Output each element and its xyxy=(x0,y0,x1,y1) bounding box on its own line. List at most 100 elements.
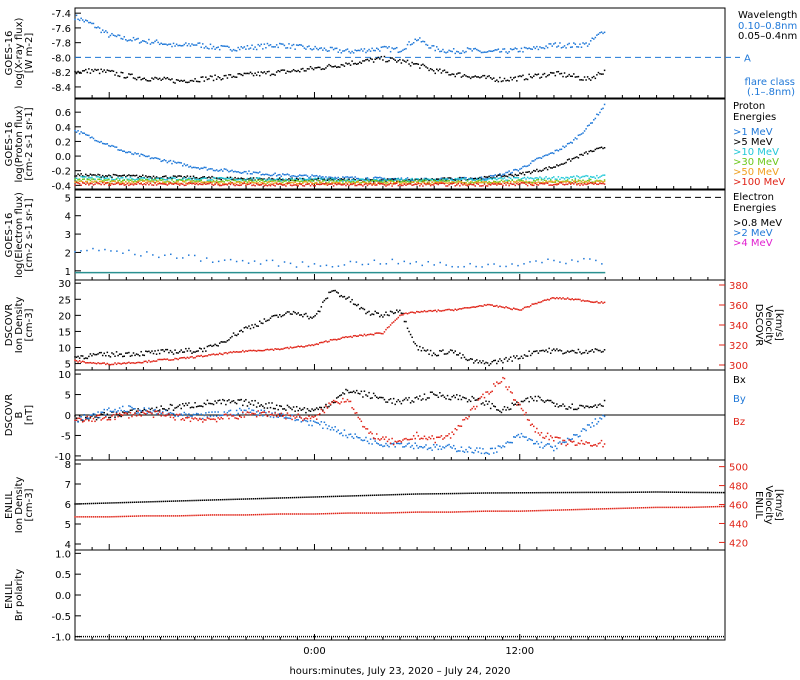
y-tick-label: 5 xyxy=(65,520,71,531)
data-point xyxy=(100,413,102,415)
data-point xyxy=(294,184,296,186)
data-point xyxy=(283,408,286,410)
data-point xyxy=(463,356,466,359)
data-point xyxy=(593,150,595,152)
data-point xyxy=(596,300,598,303)
data-point xyxy=(531,171,533,173)
data-point xyxy=(540,301,543,303)
data-point xyxy=(534,182,537,184)
data-point xyxy=(252,409,255,412)
data-point xyxy=(471,50,473,52)
data-point xyxy=(396,441,398,443)
data-point xyxy=(403,183,406,185)
data-point xyxy=(286,412,289,414)
data-point xyxy=(382,316,384,318)
data-point xyxy=(469,358,472,360)
data-point xyxy=(215,177,218,179)
data-point xyxy=(556,182,558,185)
data-point xyxy=(188,413,190,415)
data-point xyxy=(214,418,216,421)
data-point xyxy=(516,169,518,171)
data-point xyxy=(98,176,101,179)
data-point xyxy=(169,181,172,184)
data-point xyxy=(203,176,206,178)
data-point xyxy=(251,180,253,183)
data-point xyxy=(262,179,264,182)
data-point xyxy=(375,57,378,60)
data-point xyxy=(302,177,304,180)
data-point xyxy=(302,419,304,422)
data-point xyxy=(372,313,375,316)
data-point xyxy=(402,49,404,51)
data-point xyxy=(175,181,178,183)
data-point xyxy=(443,183,446,185)
data-point xyxy=(502,361,504,364)
data-point xyxy=(352,303,355,305)
data-point xyxy=(499,182,501,184)
data-point xyxy=(428,309,430,312)
data-point xyxy=(423,435,426,438)
data-point xyxy=(75,356,78,358)
data-point xyxy=(522,181,524,183)
data-point xyxy=(409,446,412,448)
data-point xyxy=(114,180,116,182)
data-point xyxy=(121,182,124,185)
data-point xyxy=(560,72,563,75)
data-point xyxy=(537,48,540,51)
data-point xyxy=(492,452,495,454)
data-point xyxy=(506,79,509,82)
data-point xyxy=(128,73,130,75)
data-point xyxy=(391,183,393,185)
data-point xyxy=(131,415,133,418)
data-point xyxy=(254,171,256,174)
data-point xyxy=(97,416,99,419)
data-point xyxy=(157,180,159,183)
data-point xyxy=(406,327,409,330)
data-point xyxy=(280,69,283,72)
data-point xyxy=(258,180,261,183)
data-point xyxy=(599,349,601,352)
data-point xyxy=(474,449,477,452)
data-point xyxy=(479,397,481,400)
data-point xyxy=(559,181,561,183)
data-point xyxy=(78,357,81,359)
data-point xyxy=(198,347,201,349)
data-point xyxy=(312,178,315,180)
data-point xyxy=(74,18,76,21)
data-point xyxy=(78,503,80,505)
data-point xyxy=(175,182,178,185)
data-point xyxy=(466,47,469,49)
data-point xyxy=(443,396,446,398)
data-point xyxy=(448,443,450,446)
data-point xyxy=(91,415,93,417)
data-point xyxy=(152,157,155,160)
data-point xyxy=(445,435,447,437)
data-point xyxy=(500,50,503,53)
data-point xyxy=(345,298,347,300)
data-point xyxy=(228,177,230,179)
data-point xyxy=(371,397,373,399)
data-point xyxy=(86,177,89,180)
data-point xyxy=(332,48,335,51)
data-point xyxy=(522,357,524,359)
data-point xyxy=(212,45,215,48)
data-point xyxy=(252,182,255,184)
data-point xyxy=(202,183,204,186)
data-point xyxy=(209,177,212,179)
data-point xyxy=(403,178,406,181)
data-point xyxy=(586,179,589,182)
data-point xyxy=(525,397,527,400)
data-point xyxy=(89,72,92,74)
data-point xyxy=(185,347,187,350)
data-point xyxy=(562,352,564,355)
data-point xyxy=(471,183,473,186)
data-point xyxy=(165,182,167,185)
data-point xyxy=(171,351,173,354)
data-point xyxy=(379,263,382,265)
data-point xyxy=(125,181,127,183)
data-point xyxy=(502,173,504,176)
data-point xyxy=(77,130,79,132)
data-point xyxy=(369,431,372,433)
data-point xyxy=(482,305,484,307)
data-point xyxy=(565,183,567,186)
